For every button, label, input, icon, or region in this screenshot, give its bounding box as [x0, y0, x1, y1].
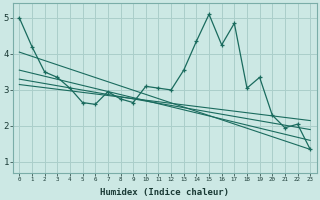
X-axis label: Humidex (Indice chaleur): Humidex (Indice chaleur)	[100, 188, 229, 197]
